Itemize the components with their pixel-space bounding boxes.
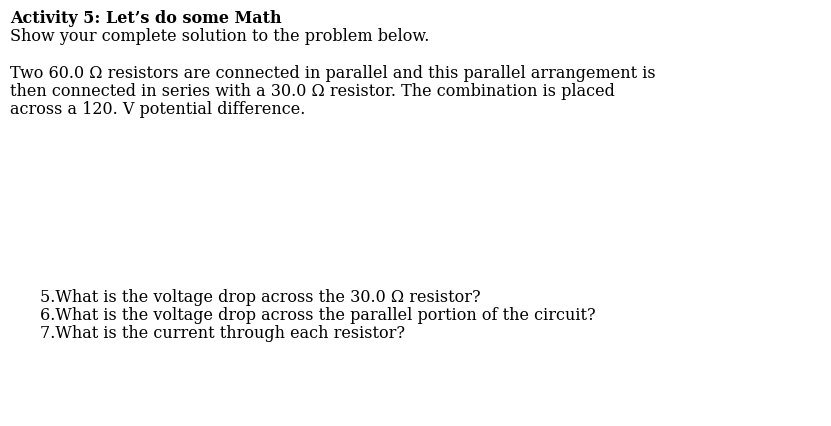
Text: 7.What is the current through each resistor?: 7.What is the current through each resis… xyxy=(40,324,405,341)
Text: then connected in series with a 30.0 Ω resistor. The combination is placed: then connected in series with a 30.0 Ω r… xyxy=(10,83,615,100)
Text: 6.What is the voltage drop across the parallel portion of the circuit?: 6.What is the voltage drop across the pa… xyxy=(40,306,596,323)
Text: Two 60.0 Ω resistors are connected in parallel and this parallel arrangement is: Two 60.0 Ω resistors are connected in pa… xyxy=(10,65,656,82)
Text: across a 120. V potential difference.: across a 120. V potential difference. xyxy=(10,101,305,118)
Text: Activity 5: Let’s do some Math: Activity 5: Let’s do some Math xyxy=(10,10,282,27)
Text: 5.What is the voltage drop across the 30.0 Ω resistor?: 5.What is the voltage drop across the 30… xyxy=(40,288,480,305)
Text: Show your complete solution to the problem below.: Show your complete solution to the probl… xyxy=(10,28,430,45)
